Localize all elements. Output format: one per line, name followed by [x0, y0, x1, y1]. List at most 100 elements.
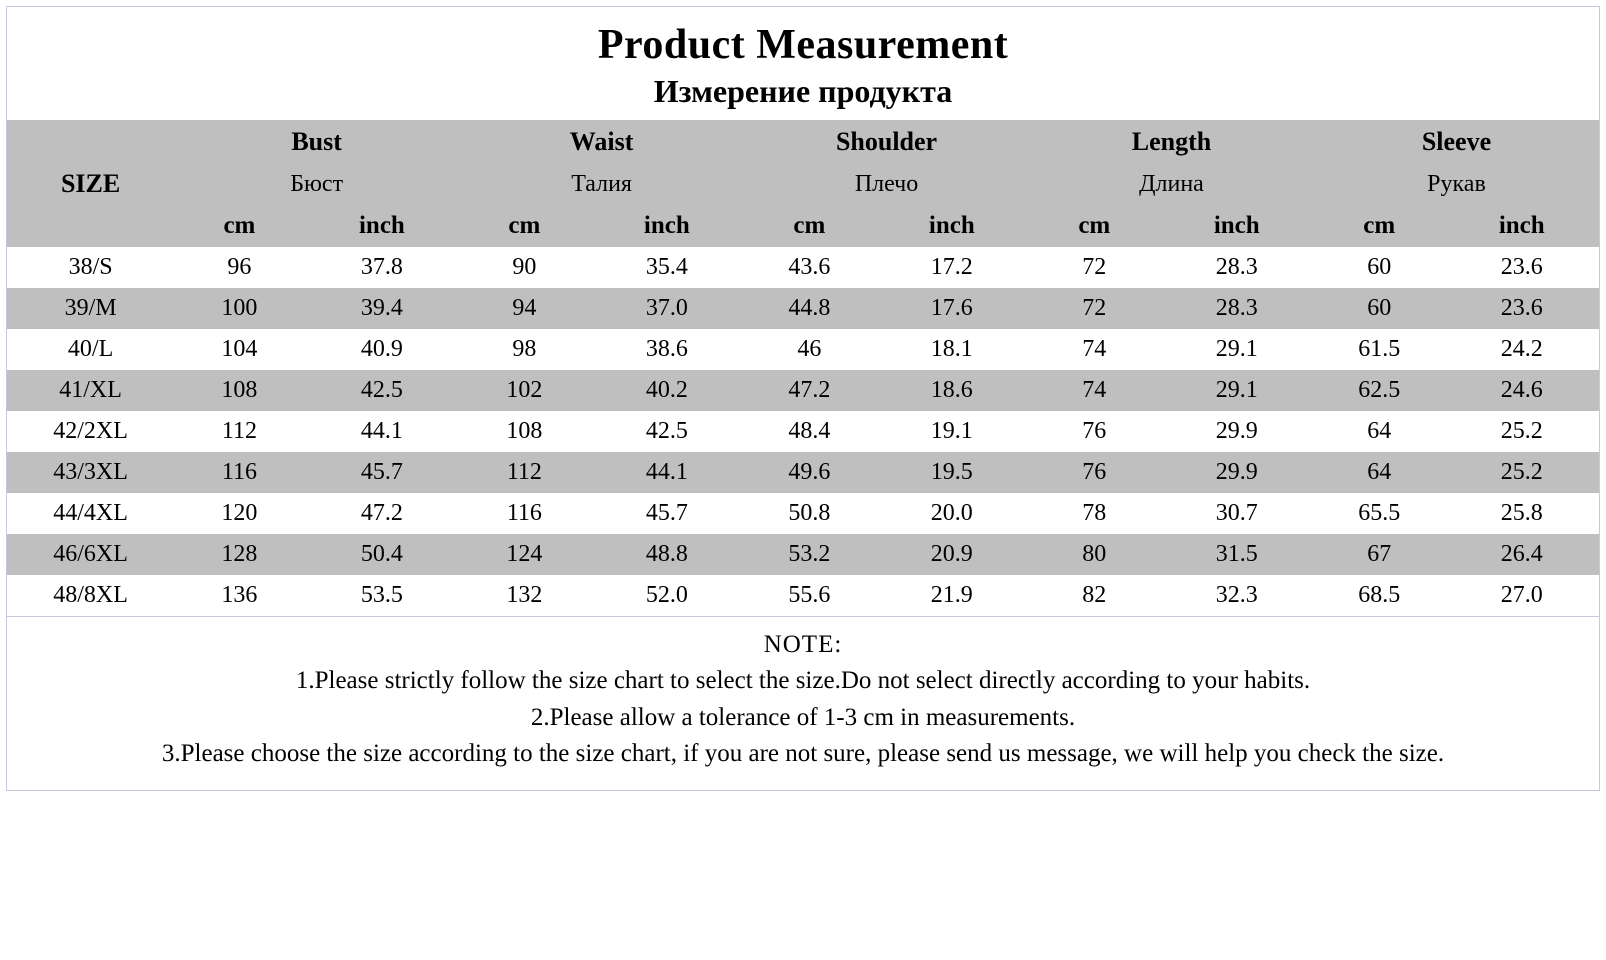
cell-len_cm: 80 — [1029, 534, 1160, 575]
cell-len_cm: 76 — [1029, 452, 1160, 493]
cell-bust_cm: 128 — [174, 534, 305, 575]
col-waist: Waist — [459, 120, 744, 164]
cell-bust_in: 37.8 — [305, 247, 459, 288]
cell-size: 43/3XL — [7, 452, 174, 493]
cell-len_cm: 78 — [1029, 493, 1160, 534]
cell-sh_cm: 48.4 — [744, 411, 875, 452]
cell-sh_in: 17.2 — [875, 247, 1029, 288]
col-shoulder-ru: Плечо — [744, 164, 1029, 205]
unit-cm: cm — [174, 205, 305, 247]
cell-sh_in: 19.1 — [875, 411, 1029, 452]
cell-sl_in: 27.0 — [1445, 575, 1600, 616]
cell-size: 48/8XL — [7, 575, 174, 616]
title-sub: Измерение продукта — [7, 73, 1599, 110]
cell-sl_in: 24.2 — [1445, 329, 1600, 370]
cell-bust_cm: 104 — [174, 329, 305, 370]
cell-bust_cm: 116 — [174, 452, 305, 493]
cell-sl_cm: 60 — [1314, 288, 1445, 329]
table-row: 39/M10039.49437.044.817.67228.36023.6 — [7, 288, 1599, 329]
cell-waist_cm: 108 — [459, 411, 590, 452]
size-table: SIZE Bust Waist Shoulder Length Sleeve Б… — [7, 120, 1599, 616]
cell-sl_cm: 68.5 — [1314, 575, 1445, 616]
cell-len_in: 29.9 — [1160, 452, 1314, 493]
cell-sl_in: 23.6 — [1445, 247, 1600, 288]
cell-sl_cm: 60 — [1314, 247, 1445, 288]
cell-len_cm: 72 — [1029, 288, 1160, 329]
cell-len_cm: 74 — [1029, 370, 1160, 411]
unit-inch: inch — [305, 205, 459, 247]
col-waist-ru: Талия — [459, 164, 744, 205]
cell-waist_cm: 132 — [459, 575, 590, 616]
col-sleeve-en: Sleeve — [1422, 127, 1491, 156]
cell-len_in: 29.1 — [1160, 329, 1314, 370]
cell-sh_cm: 53.2 — [744, 534, 875, 575]
cell-size: 46/6XL — [7, 534, 174, 575]
cell-size: 44/4XL — [7, 493, 174, 534]
measurement-panel: Product Measurement Измерение продукта S… — [6, 6, 1600, 791]
table-body: 38/S9637.89035.443.617.27228.36023.639/M… — [7, 247, 1599, 616]
cell-size: 41/XL — [7, 370, 174, 411]
cell-waist_in: 40.2 — [590, 370, 744, 411]
note-title: NOTE: — [7, 627, 1599, 663]
cell-waist_in: 35.4 — [590, 247, 744, 288]
cell-sh_cm: 43.6 — [744, 247, 875, 288]
col-sleeve-ru: Рукав — [1314, 164, 1599, 205]
cell-bust_in: 50.4 — [305, 534, 459, 575]
cell-bust_in: 39.4 — [305, 288, 459, 329]
cell-len_in: 29.9 — [1160, 411, 1314, 452]
note-line: 3.Please choose the size according to th… — [7, 736, 1599, 772]
table-row: 44/4XL12047.211645.750.820.07830.765.525… — [7, 493, 1599, 534]
col-length: Length — [1029, 120, 1314, 164]
cell-waist_cm: 98 — [459, 329, 590, 370]
cell-sl_cm: 62.5 — [1314, 370, 1445, 411]
cell-len_in: 29.1 — [1160, 370, 1314, 411]
cell-size: 39/M — [7, 288, 174, 329]
cell-sh_in: 18.1 — [875, 329, 1029, 370]
cell-sl_cm: 64 — [1314, 411, 1445, 452]
cell-sl_in: 23.6 — [1445, 288, 1600, 329]
col-sleeve: Sleeve — [1314, 120, 1599, 164]
cell-sl_in: 26.4 — [1445, 534, 1600, 575]
cell-bust_in: 44.1 — [305, 411, 459, 452]
cell-waist_in: 48.8 — [590, 534, 744, 575]
cell-waist_in: 44.1 — [590, 452, 744, 493]
cell-len_in: 28.3 — [1160, 288, 1314, 329]
cell-sh_cm: 44.8 — [744, 288, 875, 329]
col-shoulder-en: Shoulder — [836, 127, 937, 156]
cell-sh_in: 19.5 — [875, 452, 1029, 493]
cell-len_in: 31.5 — [1160, 534, 1314, 575]
title-block: Product Measurement Измерение продукта — [7, 7, 1599, 120]
cell-waist_in: 37.0 — [590, 288, 744, 329]
cell-len_cm: 72 — [1029, 247, 1160, 288]
table-row: 41/XL10842.510240.247.218.67429.162.524.… — [7, 370, 1599, 411]
unit-cm: cm — [1314, 205, 1445, 247]
cell-sl_in: 25.8 — [1445, 493, 1600, 534]
cell-waist_cm: 94 — [459, 288, 590, 329]
cell-waist_cm: 90 — [459, 247, 590, 288]
cell-waist_cm: 124 — [459, 534, 590, 575]
cell-size: 38/S — [7, 247, 174, 288]
col-waist-en: Waist — [570, 127, 634, 156]
cell-size: 40/L — [7, 329, 174, 370]
cell-sl_cm: 64 — [1314, 452, 1445, 493]
col-bust-en: Bust — [291, 127, 342, 156]
unit-inch: inch — [1160, 205, 1314, 247]
cell-bust_cm: 96 — [174, 247, 305, 288]
cell-sh_in: 18.6 — [875, 370, 1029, 411]
cell-sl_in: 25.2 — [1445, 452, 1600, 493]
unit-inch: inch — [590, 205, 744, 247]
cell-sh_cm: 46 — [744, 329, 875, 370]
cell-len_in: 32.3 — [1160, 575, 1314, 616]
cell-waist_in: 38.6 — [590, 329, 744, 370]
col-bust: Bust — [174, 120, 459, 164]
cell-sh_cm: 50.8 — [744, 493, 875, 534]
cell-len_in: 28.3 — [1160, 247, 1314, 288]
unit-cm: cm — [744, 205, 875, 247]
cell-len_cm: 82 — [1029, 575, 1160, 616]
cell-sh_in: 21.9 — [875, 575, 1029, 616]
cell-bust_cm: 112 — [174, 411, 305, 452]
cell-waist_in: 45.7 — [590, 493, 744, 534]
cell-bust_cm: 136 — [174, 575, 305, 616]
cell-sl_in: 25.2 — [1445, 411, 1600, 452]
unit-cm: cm — [459, 205, 590, 247]
